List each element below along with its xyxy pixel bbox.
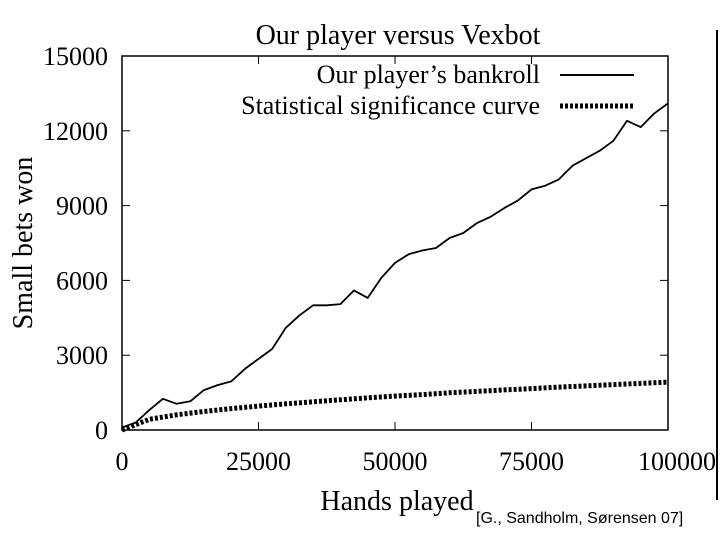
plot-area: 0 3000 6000 9000 12000 15000 0 25000 50000 75000… <box>43 42 716 476</box>
y-tick-label: 3000 <box>56 341 108 370</box>
x-tick-label: 75000 <box>499 447 564 476</box>
x-tick-label: 25000 <box>226 447 291 476</box>
y-axis-ticks: 0 3000 6000 9000 12000 15000 <box>43 42 668 445</box>
y-tick-label: 9000 <box>56 192 108 221</box>
x-tick-label: 0 <box>116 447 129 476</box>
chart-title: Our player versus Vexbot <box>256 20 541 51</box>
legend-label-bankroll: Our player’s bankroll <box>317 60 540 89</box>
citation: [G., Sandholm, Sørensen 07] <box>474 510 686 528</box>
x-tick-label: 100000 <box>638 447 716 476</box>
y-axis-label: Small bets won <box>8 157 39 330</box>
y-tick-label: 0 <box>95 416 108 445</box>
legend: Our player’s bankroll Statistical signif… <box>241 60 634 120</box>
series-line-significance <box>121 379 669 433</box>
legend-label-significance: Statistical significance curve <box>241 91 540 120</box>
series-line-bankroll <box>121 102 669 429</box>
y-tick-label: 15000 <box>43 42 108 71</box>
series-group <box>121 102 669 433</box>
x-axis-label: Hands played <box>320 486 473 517</box>
x-axis-ticks: 0 25000 50000 75000 100000 <box>116 56 716 476</box>
x-tick-label: 50000 <box>363 447 428 476</box>
y-tick-label: 12000 <box>43 117 108 146</box>
y-tick-label: 6000 <box>56 266 108 295</box>
slide-edge-rule <box>716 30 718 500</box>
